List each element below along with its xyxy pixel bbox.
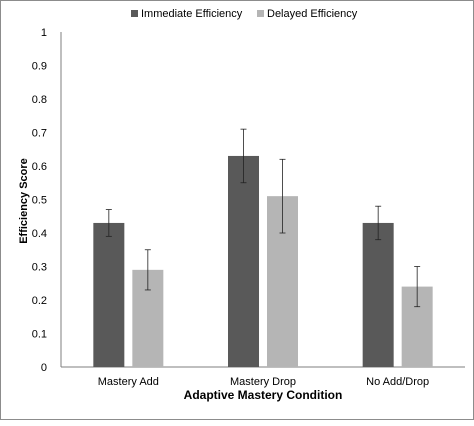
bar-immediate-1 (93, 222, 125, 367)
legend-swatch (257, 10, 264, 17)
error-bars (105, 128, 421, 308)
legend-swatch (131, 10, 138, 17)
legend-label: Delayed Efficiency (267, 8, 358, 20)
bars (93, 155, 433, 367)
bar-immediate-3 (362, 222, 394, 367)
y-tick-label: 1 (41, 27, 47, 39)
y-tick-label: 0.1 (32, 329, 47, 341)
y-tick-label: 0.9 (32, 61, 47, 73)
x-tick-label: Mastery Drop (230, 376, 296, 388)
legend-item-delayed: Delayed Efficiency (257, 8, 358, 20)
legend-label: Immediate Efficiency (141, 8, 243, 20)
x-tick-label: Mastery Add (98, 376, 159, 388)
axes (60, 32, 465, 368)
x-axis-label: Adaptive Mastery Condition (184, 388, 343, 402)
y-tick-labels: 0 0.1 0.2 0.3 0.4 0.5 0.6 0.7 0.8 0.9 1 (32, 27, 47, 374)
y-tick-label: 0 (41, 362, 47, 374)
y-tick-label: 0.4 (32, 228, 47, 240)
x-tick-labels: Mastery Add Mastery Drop No Add/Drop (98, 376, 429, 388)
y-axis-label: Efficiency Score (18, 158, 30, 244)
x-tick-label: No Add/Drop (366, 376, 429, 388)
y-tick-label: 0.5 (32, 195, 47, 207)
y-tick-label: 0.8 (32, 94, 47, 106)
y-tick-label: 0.3 (32, 262, 47, 274)
bar-immediate-2 (228, 155, 259, 367)
y-tick-label: 0.6 (32, 161, 47, 173)
legend-item-immediate: Immediate Efficiency (131, 8, 243, 20)
y-tick-label: 0.7 (32, 128, 47, 140)
y-tick-label: 0.2 (32, 295, 47, 307)
legend: Immediate Efficiency Delayed Efficiency (131, 8, 358, 20)
